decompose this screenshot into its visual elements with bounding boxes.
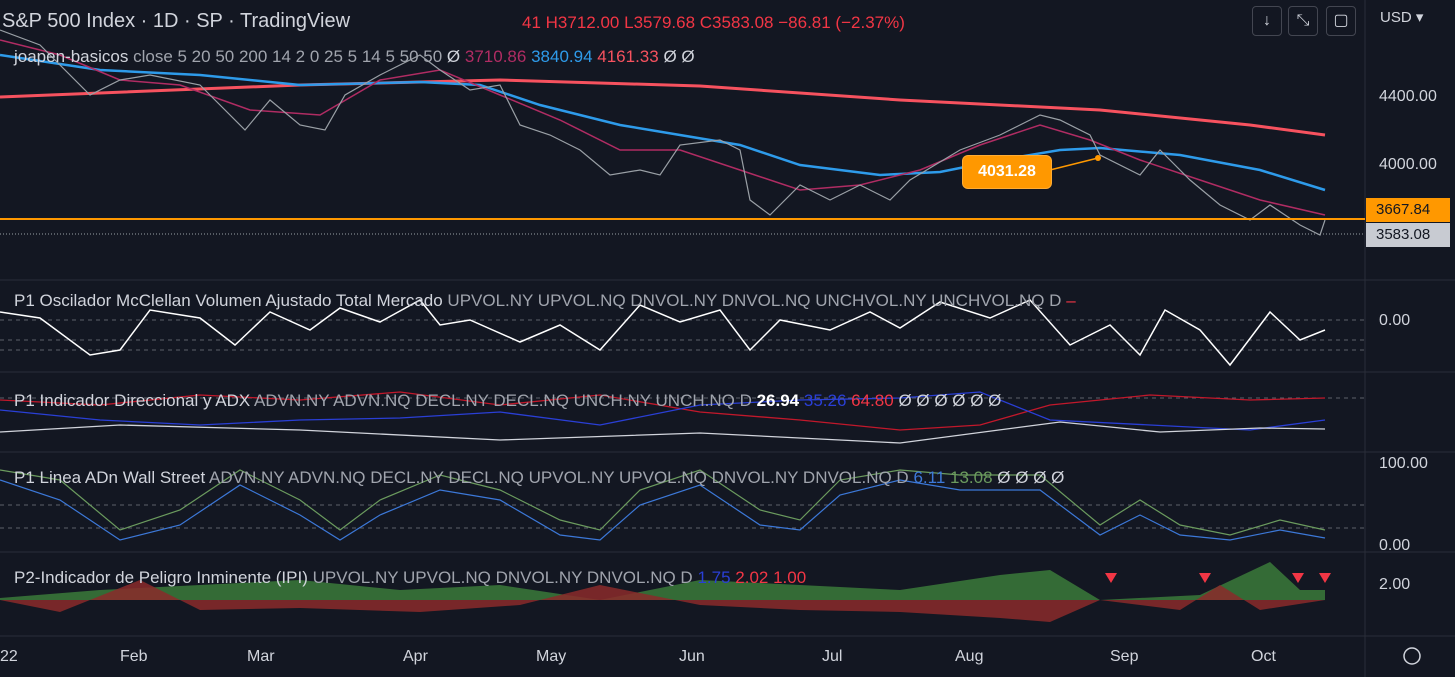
marker xyxy=(1292,573,1304,583)
exchange: SP xyxy=(196,10,223,32)
price-axis-label: 4400.00 xyxy=(1379,88,1437,105)
time-axis-label: Sep xyxy=(1110,648,1139,665)
time-axis-label: Jun xyxy=(679,648,705,665)
price-axis-label: 4000.00 xyxy=(1379,156,1437,173)
pane-value: 64.80 xyxy=(851,391,894,410)
indicator-value: 4161.33 xyxy=(597,47,659,66)
pane-axis-label: 100.00 xyxy=(1379,455,1428,472)
pane-value: 2.02 xyxy=(735,568,769,587)
currency-label: USD xyxy=(1380,9,1412,26)
time-axis-label: 22 xyxy=(0,648,18,665)
button-down[interactable]: ↓ xyxy=(1252,6,1282,36)
pane-legend: P1 Linea ADn Wall Street ADVN.NY ADVN.NQ… xyxy=(14,468,1064,488)
di-plus xyxy=(0,391,1326,431)
symbol-line: S&P 500 Index · 1D · SP · TradingView xyxy=(2,10,351,32)
symbol: S&P 500 Index xyxy=(2,10,136,32)
pane-value: 26.94 xyxy=(756,391,800,410)
change: −86.81 (−2.37%) xyxy=(778,13,905,32)
pane-axis-label: 0.00 xyxy=(1379,312,1411,329)
pane-value: 1.00 xyxy=(773,568,807,587)
callout-dot xyxy=(1095,155,1101,161)
indicator-value: 3710.86 xyxy=(464,47,527,66)
warning-markers xyxy=(1105,573,1331,583)
pane-title: P1 Linea ADn Wall Street xyxy=(14,468,206,487)
time-axis-label: Feb xyxy=(120,648,148,665)
ma-200 xyxy=(0,78,1326,137)
pane-value: 13.08 xyxy=(950,468,993,487)
marker xyxy=(1199,573,1211,583)
di-minus xyxy=(0,391,1326,431)
currency[interactable]: USD ▾ xyxy=(1380,9,1424,26)
ma-20 xyxy=(0,39,1326,216)
pane-axis-label: 0.00 xyxy=(1379,537,1411,554)
pane-params: UPVOL.NY UPVOL.NQ DNVOL.NY DNVOL.NQ D xyxy=(312,568,693,587)
callout-pointer xyxy=(1049,157,1099,171)
time-axis-label: May xyxy=(536,648,567,665)
button-maximize[interactable]: ▢ xyxy=(1326,6,1356,36)
time-axis-label: Aug xyxy=(955,648,984,665)
pane-axis-label: 2.00 xyxy=(1379,576,1411,593)
pane-legend: P1 Oscilador McClellan Volumen Ajustado … xyxy=(14,291,1076,311)
interval: 1D xyxy=(152,10,179,32)
button-collapse[interactable]: ⤡ xyxy=(1288,6,1318,36)
pane1-levels xyxy=(0,319,1365,351)
close: C3583.08 xyxy=(699,13,774,32)
indicator-name: joapen-basicos xyxy=(14,47,129,66)
callout-label: 4031.28 xyxy=(962,155,1052,189)
time-axis-label: Mar xyxy=(247,648,275,665)
marker xyxy=(1105,573,1117,583)
pane-title: P1 Indicador Direccional y ADX xyxy=(14,391,251,410)
source: TradingView xyxy=(239,10,351,32)
adn-line-green xyxy=(0,469,1326,536)
pane-value: 6.11 xyxy=(913,468,946,487)
pane-params: UPVOL.NY UPVOL.NQ DNVOL.NY DNVOL.NQ UNCH… xyxy=(447,291,1062,310)
pane-legend: P1 Indicador Direccional y ADX ADVN.NY A… xyxy=(14,391,1001,411)
pane3-levels xyxy=(0,504,1365,529)
low: L3579.68 xyxy=(624,13,696,32)
open: 41 xyxy=(522,13,541,32)
pane-value: 35.26 xyxy=(803,391,847,410)
pane-title: P1 Oscilador McClellan Volumen Ajustado … xyxy=(14,291,443,310)
time-axis-label: Jul xyxy=(822,648,843,665)
pane-params: ADVN.NY ADVN.NQ DECL.NY DECL.NQ UPVOL.NY… xyxy=(209,468,909,487)
indicator-value: Ø xyxy=(446,47,461,66)
pane-value: 1.75 xyxy=(697,568,731,587)
pane-value: Ø Ø Ø Ø xyxy=(997,468,1065,487)
pane-title: P2-Indicador de Peligro Inminente (IPI) xyxy=(14,568,308,587)
ipi-area-green xyxy=(0,562,1325,600)
ma-50 xyxy=(0,53,1326,192)
pane-params: ADVN.NY ADVN.NQ DECL.NY DECL.NQ UNCH.NY … xyxy=(254,391,752,410)
ohlc: 41 H3712.00 L3579.68 C3583.08 −86.81 (−2… xyxy=(522,13,905,33)
pane-value: Ø Ø Ø Ø Ø Ø xyxy=(898,391,1002,410)
main-indicator-legend: joapen-basicos close 5 20 50 200 14 2 0 … xyxy=(14,47,695,67)
time-axis-label: Oct xyxy=(1251,648,1276,665)
time-axis-label: Apr xyxy=(403,648,428,665)
high: H3712.00 xyxy=(545,13,620,32)
last-price-tag: 3583.08 xyxy=(1366,223,1450,247)
pane-legend: P2-Indicador de Peligro Inminente (IPI) … xyxy=(14,568,806,588)
indicator-value: 3840.94 xyxy=(531,47,593,66)
price-line xyxy=(0,29,1326,236)
adn-line-blue xyxy=(0,479,1326,541)
marker xyxy=(1319,573,1331,583)
ipi-area-red xyxy=(0,580,1325,622)
pane-value: – xyxy=(1066,291,1076,310)
level-tag: 3667.84 xyxy=(1366,198,1450,222)
mcclellan-line xyxy=(0,299,1326,367)
settings-icon[interactable] xyxy=(1403,647,1421,665)
indicator-params: close 5 20 50 200 14 2 0 25 5 14 5 50 50 xyxy=(133,47,443,66)
adx xyxy=(0,421,1326,444)
indicator-value: Ø Ø xyxy=(663,47,695,66)
